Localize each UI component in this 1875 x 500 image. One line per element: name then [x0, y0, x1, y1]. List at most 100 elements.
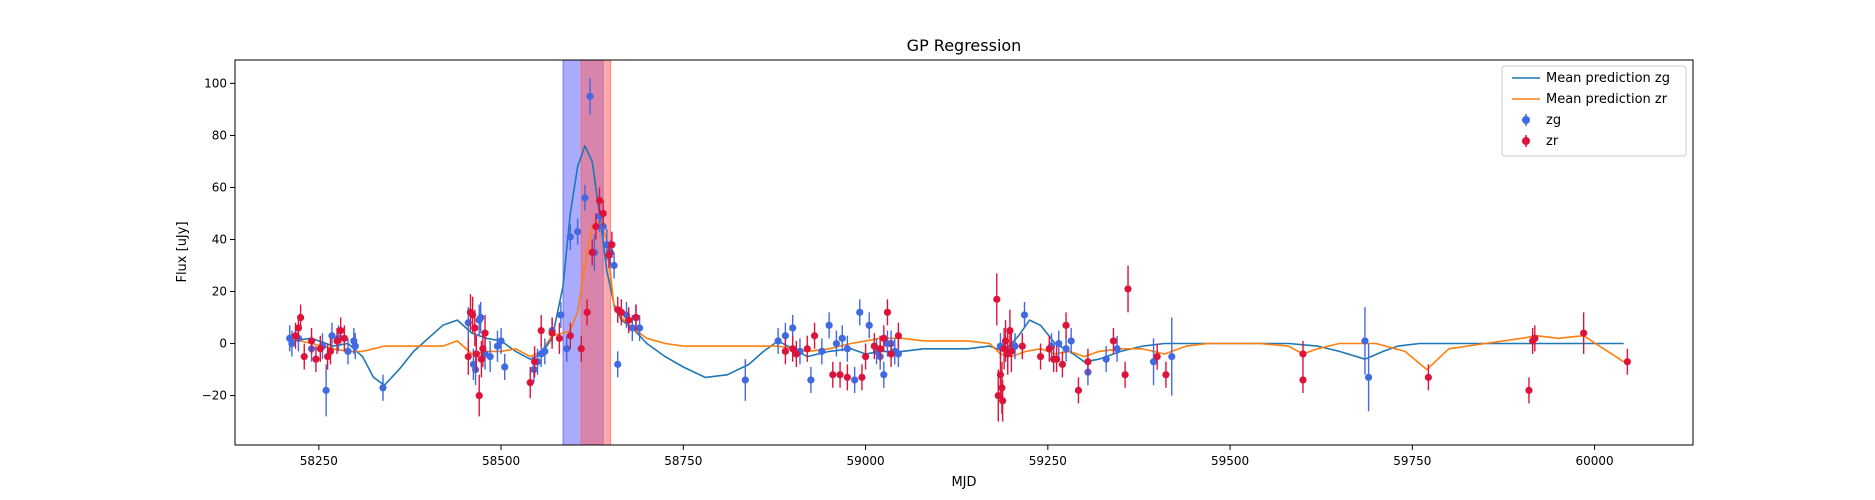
- data-point-zr: [592, 222, 600, 231]
- data-point-zr: [472, 350, 480, 358]
- data-point-zr: [326, 347, 335, 355]
- data-point-zr: [887, 350, 895, 358]
- y-tick-label: 80: [212, 128, 227, 142]
- data-point-zr: [861, 352, 870, 361]
- data-point-zr: [1424, 373, 1432, 381]
- data-point-zg: [843, 345, 851, 353]
- data-point-zr: [1299, 376, 1307, 384]
- data-point-zg: [628, 324, 636, 332]
- y-axis: −20 0 20 40 60 80 100: [202, 76, 235, 403]
- data-point-zr: [291, 332, 300, 340]
- data-point-zr: [1153, 352, 1161, 361]
- data-point-zg: [328, 332, 336, 340]
- data-point-zg: [1067, 337, 1075, 345]
- data-point-zg: [851, 376, 859, 384]
- data-point-zg: [789, 324, 797, 332]
- data-point-zr: [880, 334, 888, 342]
- data-point-zg: [1102, 355, 1110, 363]
- data-point-zr: [340, 334, 348, 342]
- data-point-zr: [894, 332, 902, 340]
- data-point-zr: [1162, 371, 1170, 379]
- data-point-zr: [599, 209, 607, 218]
- data-point-zg: [880, 371, 888, 379]
- data-point-zr: [333, 337, 341, 345]
- data-point-zr: [803, 345, 811, 353]
- data-point-zg: [322, 386, 330, 394]
- data-point-zr: [1623, 358, 1631, 366]
- data-point-zr: [1109, 337, 1118, 345]
- data-point-zr: [1007, 347, 1015, 355]
- data-point-zg: [1011, 342, 1019, 350]
- data-point-zg: [1055, 339, 1063, 348]
- data-point-zr: [883, 308, 892, 316]
- plot-area: [286, 78, 1631, 422]
- data-point-zr: [1124, 285, 1132, 293]
- data-point-zg: [1361, 337, 1369, 345]
- data-point-zg: [818, 347, 826, 355]
- data-point-zg: [1364, 373, 1373, 381]
- data-point-zr: [1084, 358, 1092, 366]
- data-point-zr: [1062, 321, 1070, 329]
- data-point-zr: [475, 391, 483, 400]
- data-point-zg: [557, 311, 565, 319]
- y-axis-label: Flux [uJy]: [175, 221, 190, 282]
- data-point-zg: [288, 339, 296, 348]
- data-point-zr: [531, 358, 539, 366]
- data-point-zr: [1006, 326, 1014, 335]
- x-tick-label: 58500: [482, 454, 520, 468]
- y-tick-label: 100: [204, 76, 227, 90]
- data-point-zg: [574, 228, 582, 236]
- y-tick-label: 20: [212, 285, 227, 299]
- data-point-zg: [344, 347, 352, 355]
- y-tick-label: −20: [202, 389, 227, 403]
- data-point-zr: [617, 308, 625, 316]
- data-point-zr: [792, 350, 800, 358]
- data-point-zr: [1531, 334, 1539, 342]
- data-point-zr: [583, 308, 591, 316]
- x-tick-label: 58750: [664, 454, 702, 468]
- data-point-zr: [1121, 371, 1129, 379]
- data-point-zr: [876, 345, 884, 353]
- data-point-zr: [464, 352, 472, 361]
- data-point-zr: [605, 251, 613, 259]
- data-point-zr: [312, 355, 320, 363]
- data-point-zr: [1036, 352, 1045, 361]
- data-point-zg: [781, 332, 789, 340]
- data-point-zr: [595, 196, 604, 205]
- y-tick-label: 40: [212, 232, 227, 246]
- data-point-zr: [577, 345, 585, 353]
- data-point-zr: [316, 345, 324, 353]
- data-point-zg: [635, 324, 644, 332]
- data-point-zg: [541, 347, 549, 355]
- x-tick-label: 59000: [846, 454, 884, 468]
- data-point-zr: [996, 371, 1005, 379]
- data-point-zr: [999, 397, 1007, 405]
- y-tick-label: 60: [212, 180, 227, 194]
- data-point-zr: [625, 316, 633, 324]
- data-point-zr: [870, 342, 878, 350]
- data-point-zr: [1525, 386, 1533, 394]
- data-point-zg: [1062, 345, 1070, 353]
- legend-marker-zr: [1522, 137, 1530, 145]
- data-point-zr: [993, 295, 1001, 303]
- data-point-zg: [351, 342, 359, 350]
- x-tick-label: 59500: [1211, 454, 1249, 468]
- data-point-zg: [825, 321, 833, 329]
- data-point-zg: [1149, 358, 1158, 366]
- data-point-zg: [497, 337, 505, 345]
- legend-marker-zg: [1522, 116, 1530, 124]
- data-point-zg: [838, 334, 846, 342]
- data-point-zr: [858, 373, 866, 381]
- data-point-zr: [537, 326, 545, 335]
- data-point-zr: [1018, 342, 1026, 350]
- data-point-zr: [998, 384, 1006, 392]
- data-point-zg: [1020, 311, 1029, 319]
- chart-title: GP Regression: [907, 36, 1022, 55]
- data-point-zg: [894, 350, 902, 358]
- x-tick-label: 60000: [1575, 454, 1613, 468]
- data-point-zg: [1168, 352, 1176, 361]
- data-point-zr: [1045, 345, 1053, 353]
- data-point-zr: [297, 313, 305, 322]
- legend-label-zr: zr: [1546, 134, 1559, 149]
